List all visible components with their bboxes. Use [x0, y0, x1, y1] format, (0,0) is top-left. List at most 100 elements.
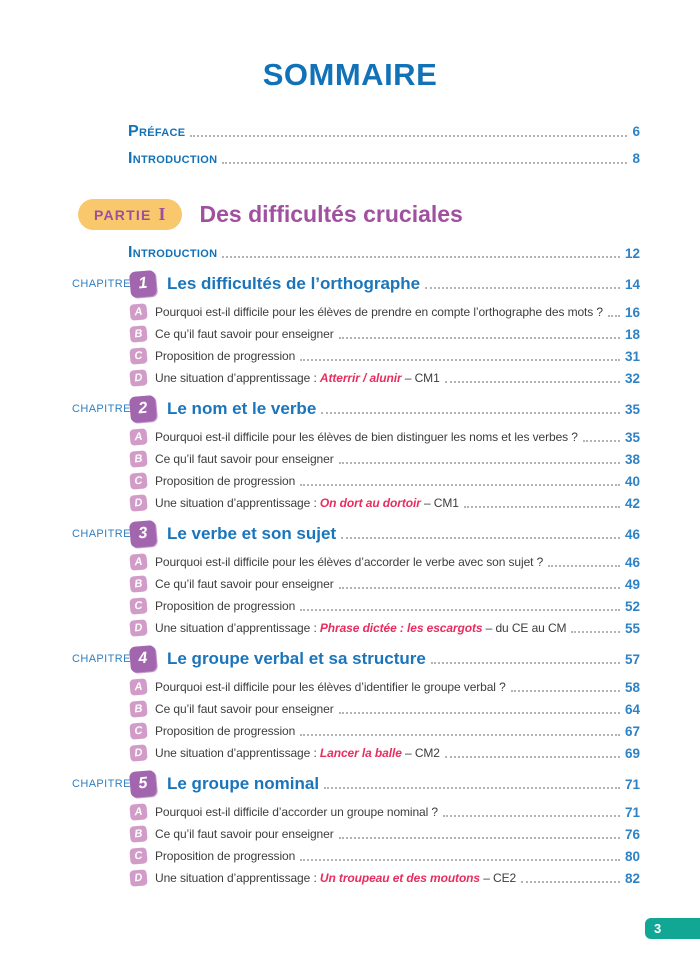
item-letter-badge: D	[129, 369, 148, 387]
dotted-leader	[338, 337, 620, 339]
dotted-leader	[222, 161, 628, 164]
item-letter-badge: A	[129, 803, 148, 821]
page-ref: 6	[632, 124, 640, 139]
page-ref: 40	[624, 473, 640, 489]
chapter-block-3: CHAPITRE 3 Le verbe et son sujet 46 A Po…	[72, 519, 640, 639]
chapter-item: C Proposition de progression 40	[129, 470, 640, 492]
item-letter-badge: B	[129, 575, 148, 593]
item-letter-badge: D	[129, 744, 148, 762]
chapter-heading: CHAPITRE 5 Le groupe nominal 71	[72, 769, 640, 799]
dotted-leader	[444, 756, 620, 758]
item-highlight: Atterrir / alunir	[319, 371, 402, 385]
item-text: Ce qu’il faut savoir pour enseigner	[155, 827, 334, 841]
chapter-block-2: CHAPITRE 2 Le nom et le verbe 35 A Pourq…	[72, 394, 640, 514]
partie-badge: PARTIE I	[78, 199, 182, 230]
dotted-leader	[463, 506, 620, 508]
page-ref: 8	[632, 151, 640, 166]
chapter-item: C Proposition de progression 52	[129, 595, 640, 617]
item-text: Pourquoi est-il difficile d’accorder un …	[155, 805, 439, 819]
chapitre-label: CHAPITRE	[72, 778, 131, 790]
item-letter-badge: C	[129, 722, 148, 740]
chapter-item: B Ce qu’il faut savoir pour enseigner 18	[129, 323, 640, 345]
item-letter-badge: B	[129, 825, 148, 843]
chapter-list: CHAPITRE 1 Les difficultés de l’orthogra…	[0, 269, 700, 889]
item-letter-badge: C	[129, 847, 148, 865]
chapter-item: A Pourquoi est-il difficile pour les élè…	[129, 426, 640, 448]
dotted-leader	[300, 734, 620, 736]
item-letter-badge: B	[129, 450, 148, 468]
dotted-leader	[548, 565, 620, 567]
page-ref: 57	[624, 651, 640, 667]
item-text: Proposition de progression	[155, 724, 296, 738]
toc-entry-partie-introduction: Introduction 12	[128, 241, 640, 265]
dotted-leader	[324, 787, 620, 789]
chapitre-label: CHAPITRE	[72, 278, 131, 290]
item-letter-badge: B	[129, 700, 148, 718]
chapter-block-1: CHAPITRE 1 Les difficultés de l’orthogra…	[72, 269, 640, 389]
item-letter-badge: C	[129, 347, 148, 365]
item-text: Pourquoi est-il difficile pour les élève…	[155, 430, 578, 444]
page-ref: 76	[624, 826, 640, 842]
chapter-title: Les difficultés de l’orthographe	[167, 274, 421, 293]
chapter-item: B Ce qu’il faut savoir pour enseigner 64	[129, 698, 640, 720]
item-text: Ce qu’il faut savoir pour enseigner	[155, 702, 334, 716]
item-text: Pourquoi est-il difficile pour les élève…	[155, 305, 604, 319]
dotted-leader	[425, 287, 620, 289]
item-highlight: Lancer la balle	[319, 746, 402, 760]
dotted-leader	[430, 662, 620, 664]
dotted-leader	[190, 134, 628, 137]
page-ref: 42	[624, 495, 640, 511]
chapter-item: A Pourquoi est-il difficile pour les élè…	[129, 301, 640, 323]
item-highlight: On dort au dortoir	[319, 496, 421, 510]
chapter-number-badge: 4	[128, 644, 158, 674]
chapitre-label: CHAPITRE	[72, 653, 131, 665]
partie-badge-label: PARTIE	[94, 206, 152, 223]
page-ref: 69	[624, 745, 640, 761]
item-letter-badge: A	[129, 678, 148, 696]
page-ref: 18	[624, 326, 640, 342]
chapitre-label: CHAPITRE	[72, 528, 131, 540]
chapter-item: D Une situation d’apprentissage : On dor…	[129, 492, 640, 514]
chapter-title: Le groupe nominal	[167, 774, 320, 793]
partie-title: Des difficultés cruciales	[199, 201, 463, 227]
page-ref: 82	[624, 870, 640, 886]
item-text: Proposition de progression	[155, 849, 296, 863]
dotted-leader	[300, 609, 620, 611]
dotted-leader	[300, 484, 620, 486]
page-ref: 16	[624, 304, 640, 320]
dotted-leader	[338, 712, 620, 714]
item-text: Pourquoi est-il difficile pour les élève…	[155, 555, 544, 569]
chapter-heading: CHAPITRE 2 Le nom et le verbe 35	[72, 394, 640, 424]
chapter-number-badge: 2	[128, 394, 158, 424]
toc-entry-label: Préface	[128, 122, 186, 140]
item-text: Une situation d’apprentissage : Atterrir…	[155, 371, 440, 385]
chapitre-label: CHAPITRE	[72, 403, 131, 415]
page-ref: 80	[624, 848, 640, 864]
page-ref: 38	[624, 451, 640, 467]
page-ref: 71	[624, 776, 640, 792]
chapter-item: D Une situation d’apprentissage : Phrase…	[129, 617, 640, 639]
item-text: Ce qu’il faut savoir pour enseigner	[155, 327, 334, 341]
chapter-title: Le groupe verbal et sa structure	[167, 649, 426, 668]
page-number: 3	[654, 921, 662, 936]
dotted-leader	[582, 440, 620, 442]
dotted-leader	[338, 587, 620, 589]
page-ref: 35	[624, 429, 640, 445]
dotted-leader	[510, 690, 620, 692]
page-number-badge: 3	[645, 918, 700, 939]
item-text: Une situation d’apprentissage : Un troup…	[155, 871, 517, 885]
item-text: Pourquoi est-il difficile pour les élève…	[155, 680, 506, 694]
item-letter-badge: A	[129, 553, 148, 571]
chapter-number-badge: 3	[128, 519, 158, 549]
item-text: Proposition de progression	[155, 599, 296, 613]
dotted-leader	[608, 315, 620, 317]
toc-entry-introduction: Introduction 8	[128, 145, 640, 172]
item-text: Ce qu’il faut savoir pour enseigner	[155, 452, 334, 466]
dotted-leader	[321, 412, 620, 414]
toc-entry-label: Introduction	[128, 149, 218, 167]
chapter-item: D Une situation d’apprentissage : Lancer…	[129, 742, 640, 764]
page-ref: 58	[624, 679, 640, 695]
item-letter-badge: D	[129, 619, 148, 637]
item-text: Une situation d’apprentissage : On dort …	[155, 496, 459, 510]
item-letter-badge: C	[129, 472, 148, 490]
